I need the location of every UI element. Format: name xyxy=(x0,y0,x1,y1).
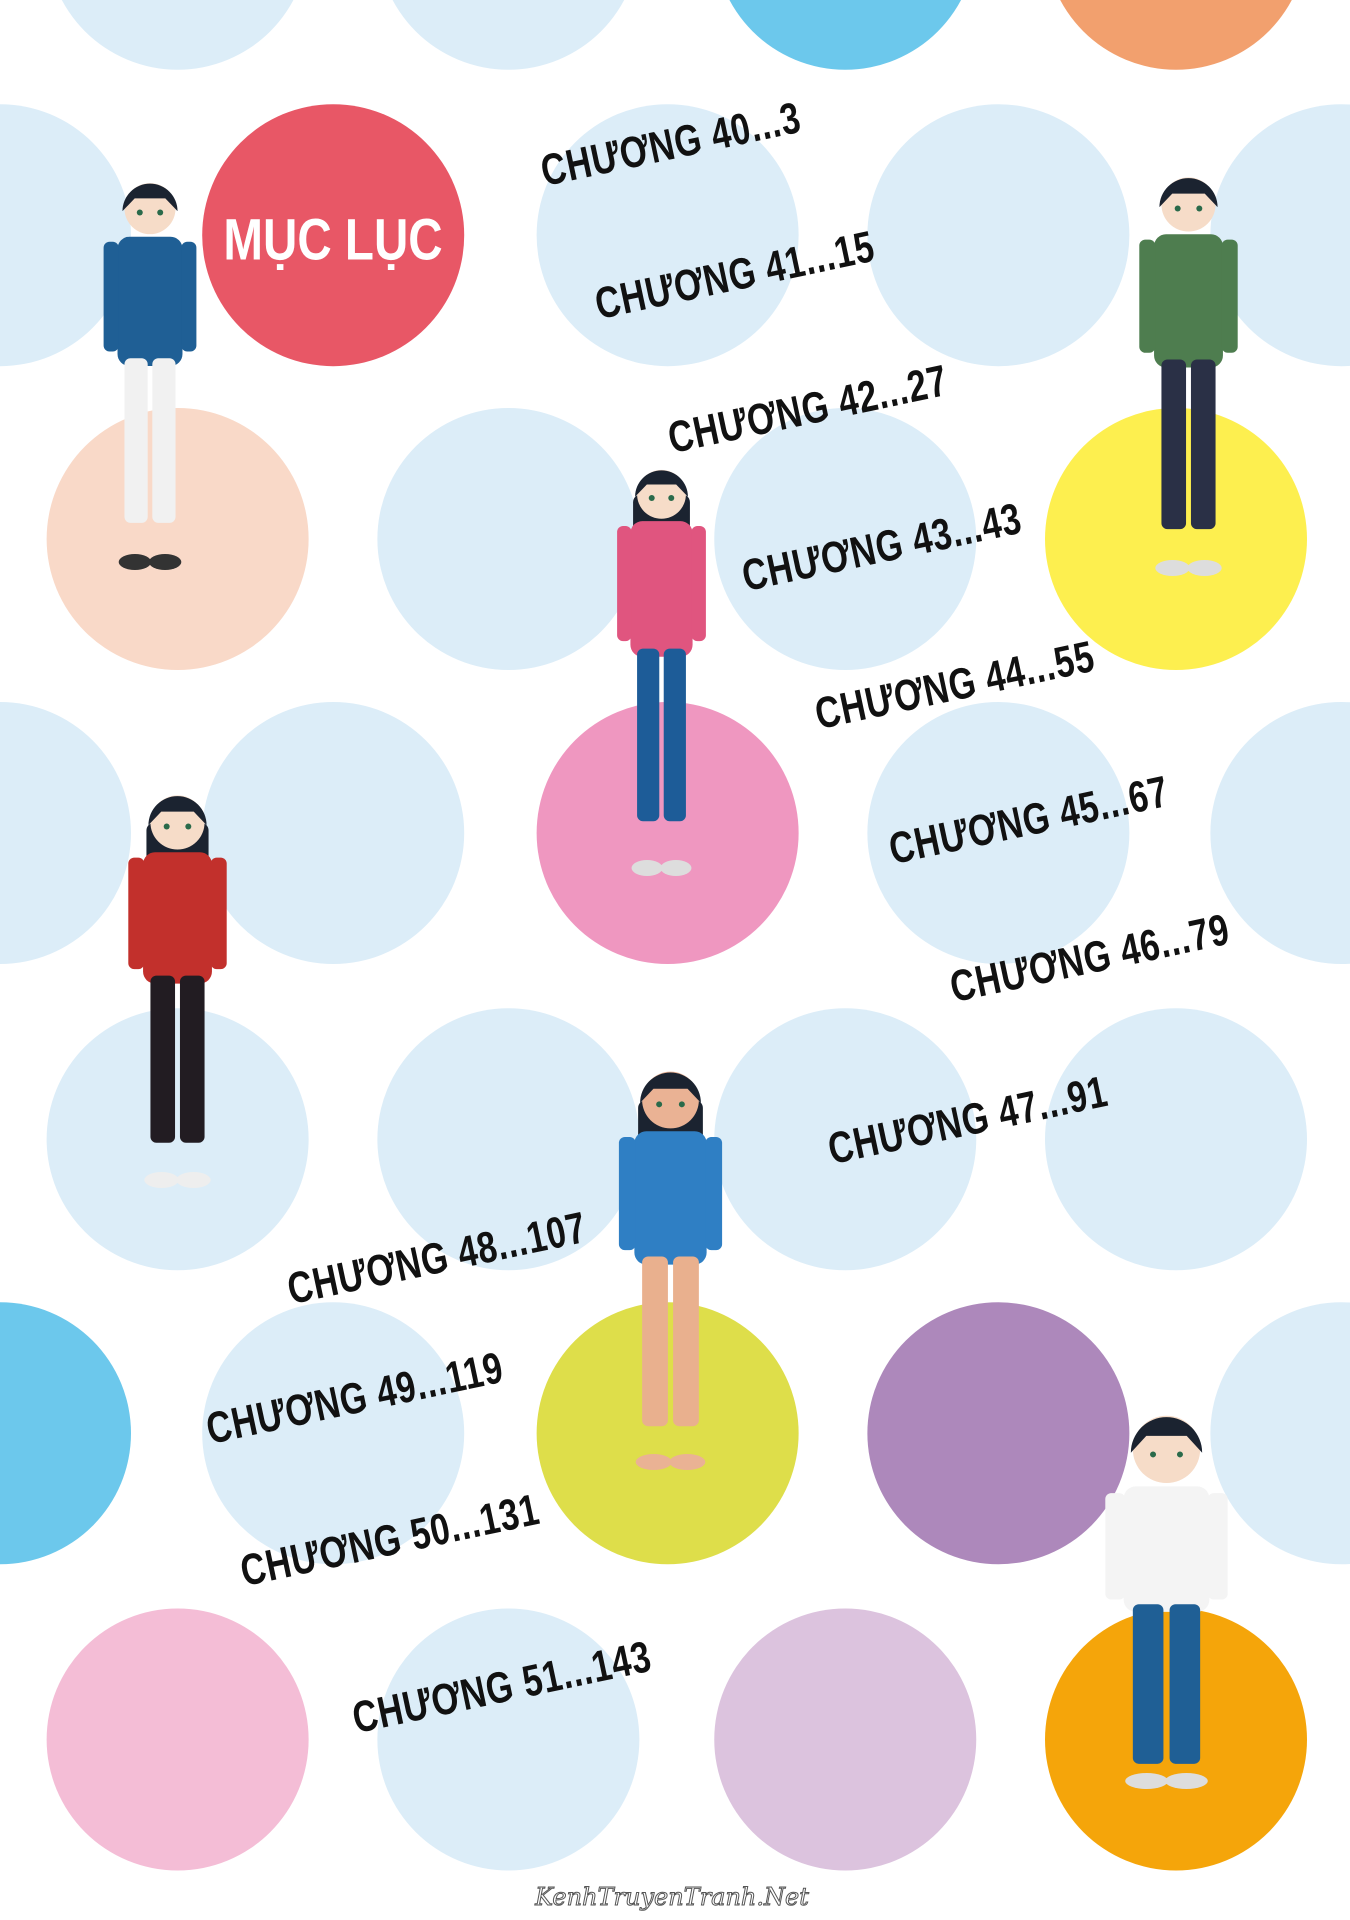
dot-circle xyxy=(1060,0,1292,70)
girl-in-blue-swimsuit xyxy=(606,1066,735,1475)
dot-circle xyxy=(0,1302,131,1565)
dot-circle xyxy=(714,408,977,670)
dot-circle xyxy=(61,0,294,70)
dot-circle xyxy=(867,702,1130,964)
dot-circle xyxy=(46,408,309,670)
watermark: KenhTruyenTranh.Net xyxy=(535,1883,810,1912)
dot-circle xyxy=(377,408,640,670)
dot-circle xyxy=(536,104,799,367)
dot-circle xyxy=(46,1008,309,1271)
dot-circle xyxy=(392,0,625,70)
dot-circle xyxy=(46,1608,309,1871)
dot-circle xyxy=(536,1302,799,1565)
dot-circle xyxy=(1210,702,1350,964)
page-title: MỤC LỤC xyxy=(223,207,443,273)
girl-in-pink-tracksuit xyxy=(606,465,717,881)
girl-running-in-gym-clothes xyxy=(1090,1409,1243,1794)
girl-in-green-apron xyxy=(1127,172,1250,581)
dot-circle xyxy=(1210,104,1350,367)
dot-circle xyxy=(377,1008,640,1271)
dot-circle xyxy=(536,702,799,964)
dot-circle xyxy=(202,1302,465,1565)
dot-circle xyxy=(0,104,131,367)
dot-circle xyxy=(1210,1302,1350,1565)
dot-circle xyxy=(202,702,465,964)
dot-circle xyxy=(729,0,962,70)
dot-circle xyxy=(714,1608,977,1871)
dot-circle xyxy=(714,1008,977,1271)
dot-circle xyxy=(1045,408,1307,670)
dot-circle xyxy=(867,1302,1130,1565)
dot-circle xyxy=(0,702,131,964)
girl-in-santa-outfit xyxy=(116,790,239,1193)
title-circle xyxy=(202,104,465,367)
boy-in-blue-uniform xyxy=(92,178,208,575)
dot-circle xyxy=(867,104,1130,367)
dot-circle xyxy=(377,1608,640,1871)
dot-circle xyxy=(1045,1008,1307,1271)
